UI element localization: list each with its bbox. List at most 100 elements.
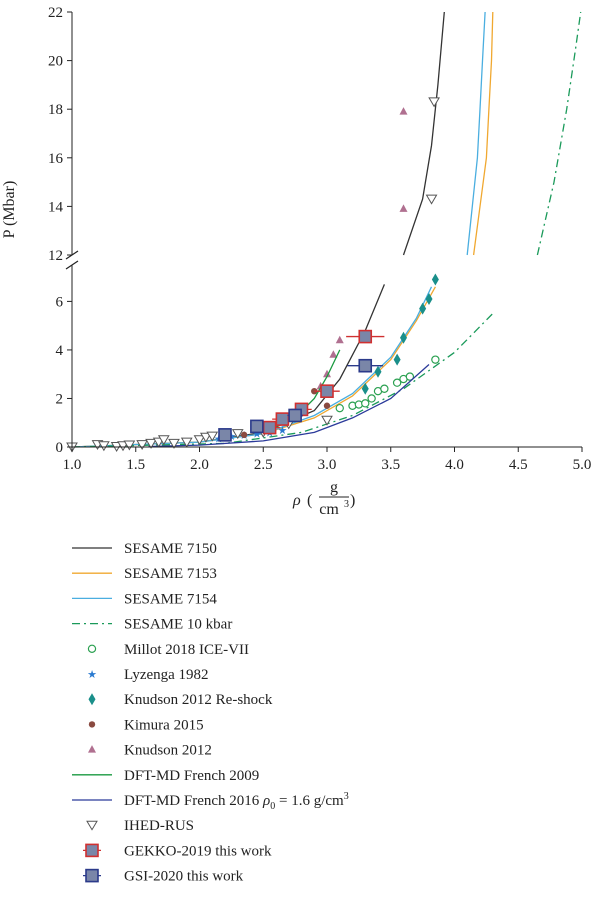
legend-marker (85, 843, 99, 858)
legend-label: SESAME 7154 (124, 591, 217, 607)
data-point (168, 438, 180, 449)
data-point (321, 415, 333, 426)
x-tick-label: 3.5 (381, 457, 400, 473)
series-line-0-0 (71, 284, 386, 448)
legend-marker (87, 644, 97, 654)
legend-item-5: ★ Lyzenga 1982 (87, 667, 209, 683)
data-point (98, 441, 110, 452)
svg-text:cm: cm (319, 501, 339, 518)
series-line-2-0 (71, 286, 433, 448)
data-point (323, 369, 331, 378)
data-point (361, 399, 370, 408)
data-point (419, 302, 427, 315)
x-tick-label: 4.5 (509, 457, 528, 473)
data-point (288, 408, 302, 423)
data-point (431, 273, 439, 286)
legend-item-6: Knudson 2012 Re-shock (88, 692, 273, 708)
data-point (367, 394, 376, 403)
data-point (275, 412, 290, 426)
legend-item-9: DFT-MD French 2009 (72, 768, 259, 784)
svg-text:★: ★ (252, 429, 262, 441)
legend-marker (88, 721, 96, 728)
legend-label: Knudson 2012 Re-shock (124, 692, 273, 708)
data-point (374, 365, 382, 378)
legend-label: DFT-MD French 2009 (124, 768, 259, 784)
data-point (405, 372, 415, 381)
plot-area: ★★★★★★ (66, 11, 582, 453)
data-point (358, 358, 373, 373)
data-point (240, 431, 248, 439)
data-point: ★ (277, 425, 287, 437)
legend-label: Lyzenga 1982 (124, 667, 209, 683)
data-point (262, 420, 277, 435)
legend-label: SESAME 10 kbar (124, 617, 232, 633)
data-point (425, 194, 438, 205)
data-point (361, 382, 369, 395)
legend-item-4: Millot 2018 ICE-VII (87, 642, 249, 658)
legend-item-3: SESAME 10 kbar (72, 617, 232, 633)
legend-marker (86, 820, 98, 831)
data-point (231, 429, 244, 440)
legend-marker (88, 693, 96, 706)
data-point (320, 384, 334, 398)
legend: SESAME 7150 SESAME 7153 SESAME 7154 SESAME … (72, 541, 349, 885)
legend-marker (88, 745, 96, 753)
data-point (392, 378, 402, 387)
data-point (335, 403, 344, 413)
svg-text:★: ★ (277, 425, 287, 437)
data-point (250, 419, 264, 434)
x-tick-label: 2.0 (190, 457, 209, 473)
legend-label: IHED-RUS (124, 818, 194, 834)
data-point (428, 97, 440, 108)
data-point (157, 435, 170, 446)
y-tick-label: 6 (56, 294, 64, 310)
svg-text:(: ( (307, 492, 312, 509)
y-tick-label: 0 (56, 440, 64, 456)
y-tick-label: 2 (56, 391, 64, 407)
legend-item-13: GSI-2020 this work (83, 869, 244, 885)
svg-text:g: g (330, 479, 338, 496)
series-line-3-1 (536, 11, 582, 256)
data-point (136, 440, 148, 451)
legend-marker: ★ (87, 669, 97, 681)
legend-item-1: SESAME 7153 (72, 566, 217, 582)
x-tick-label: 4.0 (445, 457, 464, 473)
legend-item-7: Kimura 2015 (88, 717, 204, 733)
y-tick-label: 14 (48, 199, 64, 215)
data-point (206, 431, 219, 442)
series-line-1-1 (472, 11, 494, 256)
data-point (393, 353, 401, 366)
svg-text:): ) (350, 492, 355, 509)
axes: 1.0 1.5 2.0 2.5 3.0 3.5 4.0 4.5 5.0 0 2 4 6 12 14 16 18 2… (1, 5, 591, 518)
data-point (193, 435, 206, 446)
legend-label: Millot 2018 ICE-VII (124, 642, 249, 658)
legend-item-11: IHED-RUS (86, 818, 194, 834)
y-tick-label: 20 (48, 54, 63, 70)
data-point (200, 432, 212, 443)
x-tick-label: 3.0 (318, 457, 337, 473)
x-tick-label: 2.5 (254, 457, 273, 473)
y-tick-label: 4 (56, 343, 64, 359)
svg-text:ρ: ρ (292, 492, 301, 509)
legend-label: GSI-2020 this work (124, 869, 244, 885)
svg-text:3: 3 (344, 499, 349, 510)
data-point (399, 204, 408, 212)
data-point (218, 428, 232, 442)
data-point (323, 402, 331, 409)
y-axis-title: P (Mbar) (1, 181, 18, 239)
series-line-2-1 (466, 11, 486, 256)
data-point (399, 107, 408, 115)
data-point: ★ (252, 429, 262, 441)
legend-label: DFT-MD French 2016 ρ0 = 1.6 g/cm3 (124, 791, 349, 812)
data-point (358, 329, 373, 344)
y-tick-label: 18 (48, 102, 63, 118)
svg-text:★: ★ (87, 669, 97, 681)
series-line-0-1 (402, 11, 445, 256)
data-point (425, 292, 433, 305)
legend-item-10: DFT-MD French 2016 ρ0 = 1.6 g/cm3 (72, 791, 349, 812)
data-point (123, 440, 136, 451)
legend-item-2: SESAME 7154 (72, 591, 217, 607)
legend-marker (85, 868, 99, 883)
x-axis-title: ρ ( g cm 3) (292, 479, 355, 518)
